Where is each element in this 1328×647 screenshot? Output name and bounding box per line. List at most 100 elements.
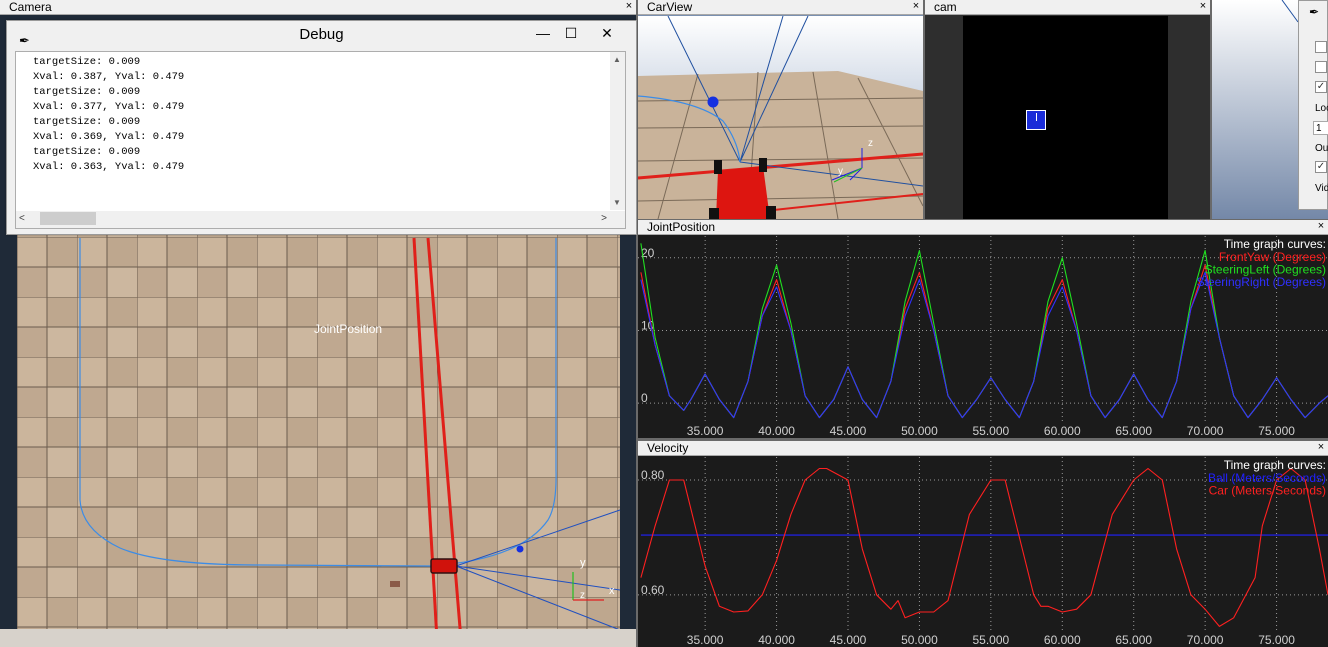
- x-tick-label: 65.000: [1115, 424, 1152, 438]
- debug-titlebar[interactable]: ✒ Debug — ☐ ✕: [7, 21, 636, 49]
- x-tick-label: 55.000: [973, 633, 1010, 647]
- minimize-button[interactable]: —: [536, 25, 550, 41]
- log-line: targetSize: 0.009: [33, 56, 141, 68]
- view-line-1: [455, 509, 621, 567]
- chart-background: [638, 236, 1328, 438]
- x-tick-label: 60.000: [1044, 633, 1081, 647]
- close-button[interactable]: ✕: [601, 25, 613, 41]
- legend-entry: Car (Meters/Seconds): [1209, 484, 1326, 498]
- settings-checkbox-2[interactable]: [1315, 61, 1327, 73]
- detected-target: [1026, 110, 1046, 130]
- x-tick-label: 40.000: [758, 633, 795, 647]
- debug-log-area[interactable]: targetSize: 0.009 Xval: 0.387, Yval: 0.4…: [15, 51, 626, 229]
- jointposition-panel: JointPosition × 35.000 40.000 45.000 50.000…: [638, 220, 1328, 438]
- log-line: Xval: 0.369, Yval: 0.479: [33, 131, 185, 143]
- debug-log: targetSize: 0.009 Xval: 0.387, Yval: 0.4…: [33, 55, 184, 175]
- x-tick-label: 60.000: [1044, 424, 1081, 438]
- settings-input-value: 1: [1316, 123, 1322, 134]
- floating-label: JointPosition: [314, 322, 382, 336]
- feather-icon: ✒: [19, 33, 30, 48]
- debug-title: Debug: [299, 26, 344, 43]
- carview-titlebar[interactable]: CarView ×: [638, 0, 923, 15]
- jointposition-titlebar[interactable]: JointPosition ×: [638, 220, 1328, 235]
- log-line: targetSize: 0.009: [33, 116, 141, 128]
- cam-image: [963, 16, 1168, 219]
- legend-entry: FrontYaw (Degrees): [1219, 250, 1326, 264]
- series-line: [640, 271, 1328, 419]
- jointposition-chart[interactable]: 35.000 40.000 45.000 50.000 55.000 60.000 65.0…: [638, 236, 1328, 438]
- settings-panel: ✒ ✓ Loo 1 Ou ✓ Vid: [1298, 0, 1328, 210]
- jointposition-close-button[interactable]: ×: [1315, 221, 1327, 233]
- log-line: Xval: 0.387, Yval: 0.479: [33, 71, 185, 83]
- log-line: Xval: 0.363, Yval: 0.479: [33, 161, 185, 173]
- view-line-3: [455, 565, 621, 591]
- horizontal-scrollbar[interactable]: < >: [16, 211, 625, 228]
- carview-axis-z: z: [868, 138, 873, 149]
- floor-tiles: [17, 232, 620, 629]
- carview-trajectory: [638, 95, 741, 163]
- x-tick-label: 50.000: [901, 633, 938, 647]
- scroll-up-icon[interactable]: ▲: [613, 55, 621, 64]
- log-line: targetSize: 0.009: [33, 146, 141, 158]
- velocity-close-button[interactable]: ×: [1315, 442, 1327, 454]
- jointposition-title: JointPosition: [647, 220, 716, 234]
- x-tick-label: 70.000: [1187, 633, 1224, 647]
- x-tick-label: 75.000: [1258, 424, 1295, 438]
- y-tick-label: 0.60: [641, 583, 665, 597]
- legend-entry: SteeringLeft (Degrees): [1205, 263, 1326, 277]
- carview-floor: [638, 71, 923, 219]
- carview-scene[interactable]: z y: [638, 16, 923, 219]
- settings-checkbox-4[interactable]: ✓: [1315, 161, 1327, 173]
- view-line-2: [455, 565, 621, 631]
- settings-label: Loo: [1315, 103, 1328, 114]
- cam-panel: cam ×: [925, 0, 1210, 219]
- y-tick-label: 0.80: [641, 468, 665, 482]
- carview-title: CarView: [647, 0, 693, 14]
- x-tick-label: 35.000: [687, 633, 724, 647]
- scroll-thumb[interactable]: [40, 212, 96, 225]
- x-tick-label: 45.000: [830, 633, 867, 647]
- maximize-button[interactable]: ☐: [564, 25, 578, 41]
- x-tick-label: 35.000: [687, 424, 724, 438]
- velocity-chart[interactable]: 35.000 40.000 45.000 50.000 55.000 60.000 65.0…: [638, 457, 1328, 647]
- settings-checkbox-1[interactable]: [1315, 41, 1327, 53]
- y-tick-label: 0: [641, 391, 648, 405]
- legend-entry: SteeringRight (Degrees): [1197, 275, 1326, 289]
- axis-z-label: z: [580, 590, 585, 601]
- carview-close-button[interactable]: ×: [910, 1, 922, 13]
- axis-y-label: y: [580, 557, 586, 569]
- cam-close-button[interactable]: ×: [1197, 1, 1209, 13]
- camera-titlebar[interactable]: Camera ×: [0, 0, 636, 15]
- settings-input[interactable]: 1: [1313, 121, 1328, 135]
- chart-background: [638, 457, 1328, 647]
- cam-titlebar[interactable]: cam ×: [925, 0, 1210, 15]
- carview-axis-y: y: [838, 166, 843, 177]
- camera-title: Camera: [9, 0, 52, 14]
- x-tick-label: 55.000: [973, 424, 1010, 438]
- carview-car: [716, 166, 770, 219]
- axis-x-label: x: [609, 585, 615, 597]
- cam-title: cam: [934, 0, 957, 14]
- ball-marker: [516, 545, 524, 553]
- velocity-title: Velocity: [647, 441, 689, 455]
- car-trajectory: [79, 238, 557, 567]
- y-tick-label: 20: [641, 246, 655, 260]
- legend-title: Time graph curves:: [1224, 458, 1326, 472]
- camera-status-strip: [0, 629, 636, 647]
- camera-scene[interactable]: y x z JointPosition: [0, 0, 636, 647]
- x-tick-label: 70.000: [1187, 424, 1224, 438]
- scroll-left-icon[interactable]: <: [19, 213, 25, 224]
- camera-close-button[interactable]: ×: [623, 1, 635, 13]
- debris: [390, 581, 400, 587]
- x-tick-label: 45.000: [830, 424, 867, 438]
- settings-checkbox-3[interactable]: ✓: [1315, 81, 1327, 93]
- scroll-right-icon[interactable]: >: [601, 213, 607, 224]
- velocity-titlebar[interactable]: Velocity ×: [638, 441, 1328, 456]
- settings-feather-icon: ✒: [1309, 5, 1320, 19]
- vertical-scrollbar[interactable]: ▲ ▼: [610, 52, 625, 210]
- x-tick-label: 50.000: [901, 424, 938, 438]
- scroll-down-icon[interactable]: ▼: [613, 198, 621, 207]
- velocity-panel: Velocity × 35.000 40.000 45.000 50.000 55.00…: [638, 441, 1328, 647]
- debug-window[interactable]: ✒ Debug — ☐ ✕ targetSize: 0.009 Xval: 0.…: [6, 20, 637, 235]
- log-line: Xval: 0.377, Yval: 0.479: [33, 101, 185, 113]
